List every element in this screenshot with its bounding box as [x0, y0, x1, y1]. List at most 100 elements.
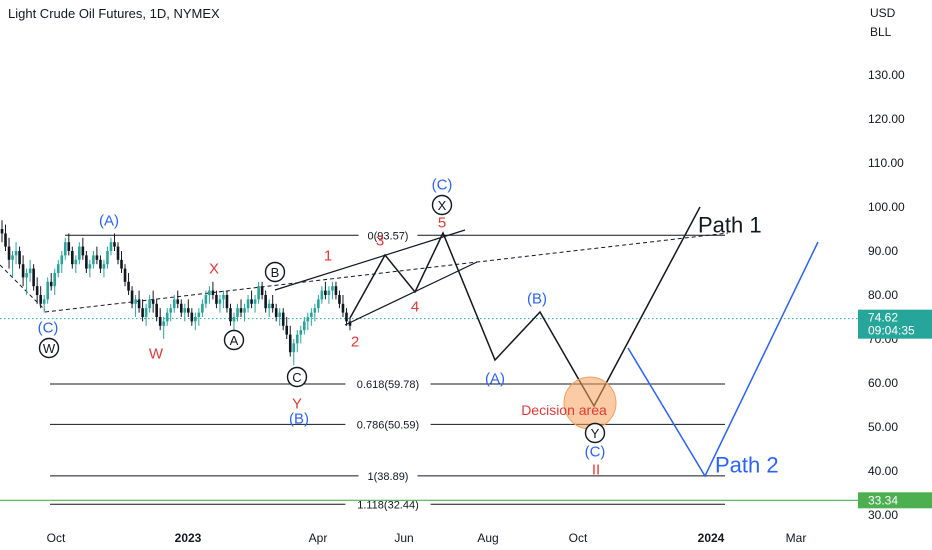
x-tick-label: 2023 [175, 531, 202, 545]
x-tick-label: Oct [47, 531, 66, 545]
candle-body [95, 255, 99, 260]
candle-body [7, 246, 11, 260]
candle-body [257, 286, 260, 300]
candle-body [25, 273, 28, 278]
wave-circle [223, 329, 245, 351]
x-tick-label: 2024 [698, 531, 725, 545]
fib-label-0.618: 0.618(59.78) [357, 379, 419, 391]
fib-label-0: 0(93.57) [368, 230, 409, 242]
y-tick-label: 110.00 [868, 156, 904, 170]
candle-body [85, 255, 88, 269]
candle-body [92, 255, 95, 265]
candle-body [88, 264, 92, 269]
projection-path-2 [627, 241, 819, 478]
candle-body [218, 299, 222, 304]
channel-lower-line [344, 261, 478, 326]
fib-label-1.118: 1.118(32.44) [357, 499, 419, 511]
candle-body [320, 290, 324, 300]
candle-body [215, 295, 218, 304]
wave-label: X [209, 260, 219, 277]
candle-body [106, 251, 109, 265]
x-tick-label: Apr [309, 531, 328, 545]
axis-unit: BLL [870, 25, 892, 39]
candle-body [35, 286, 39, 295]
y-tick-label: 120.00 [868, 112, 905, 126]
candle-body [292, 343, 296, 353]
candle-body [250, 299, 253, 304]
fib-label-0.786: 0.786(50.59) [357, 419, 419, 431]
candle-body [155, 303, 158, 317]
current-price-label: 74.62 [868, 311, 898, 325]
candle-body [345, 312, 348, 322]
candle-body [165, 312, 169, 322]
candle-body [310, 312, 313, 317]
y-tick-label: 40.00 [868, 464, 898, 478]
candle-body [53, 273, 57, 287]
candle-body [246, 299, 250, 309]
candle-body [183, 308, 187, 313]
candle-body [204, 295, 208, 304]
candle-body [11, 255, 14, 260]
candle-body [327, 290, 331, 295]
candle-body [49, 281, 53, 287]
x-tick-label: Oct [569, 531, 588, 545]
wave-label: Y [292, 395, 302, 412]
wave-label: 1 [324, 247, 332, 264]
candle-body [60, 255, 64, 265]
candle-body [0, 229, 4, 234]
candle-body [46, 281, 49, 300]
candle-body [113, 242, 116, 247]
candle-body [130, 290, 134, 304]
fib-label-bg [345, 417, 431, 432]
candle-body [313, 308, 317, 313]
axis-currency: USD [870, 6, 896, 20]
candle-body [334, 286, 338, 295]
candle-body [295, 334, 299, 344]
candle-body [4, 233, 7, 247]
candle-body [288, 334, 292, 353]
candle-body [281, 312, 285, 326]
wave-label: (C) [585, 443, 606, 460]
wave-label-circled: Y [591, 426, 600, 441]
candle-body [42, 299, 46, 304]
candle-body [260, 286, 264, 295]
candle-body [148, 299, 151, 309]
candle-body [18, 251, 21, 265]
candle-body [306, 317, 310, 322]
y-tick-label: 80.00 [868, 288, 898, 302]
wave-label: Path 2 [715, 453, 779, 478]
y-tick-label: 130.00 [868, 68, 905, 82]
candle-body [32, 268, 35, 287]
wave-circle [431, 194, 453, 216]
candle-body [243, 308, 246, 313]
wave-label: (B) [527, 290, 547, 307]
candle-body [28, 268, 32, 273]
candle-body [14, 251, 18, 256]
candle-body [109, 242, 113, 251]
candle-body [81, 246, 85, 256]
candle-body [239, 308, 243, 313]
candle-body [194, 317, 197, 322]
candle-body [348, 321, 352, 326]
candle-body [278, 312, 281, 317]
wave-label: 2 [351, 333, 359, 350]
candle-body [71, 251, 74, 265]
candle-body [324, 290, 327, 295]
candle-body [144, 308, 148, 317]
wave-label: (C) [38, 319, 59, 336]
candle-body [190, 312, 194, 322]
fib-levels: 0(93.57) 0.618(59.78) 0.786(50.59) 1(38.89)… [50, 228, 725, 512]
candle-body [317, 299, 320, 309]
x-tick-label: Jun [394, 531, 413, 545]
candle-body [176, 299, 180, 304]
current-price-tag [858, 309, 932, 339]
trend-lines [0, 229, 858, 501]
candle-body [253, 299, 257, 304]
wave-label: 4 [411, 298, 419, 315]
candle-body [21, 264, 25, 278]
wave-circle [286, 366, 308, 388]
green-level-label: 33.34 [868, 493, 898, 507]
candle-body [116, 246, 120, 260]
